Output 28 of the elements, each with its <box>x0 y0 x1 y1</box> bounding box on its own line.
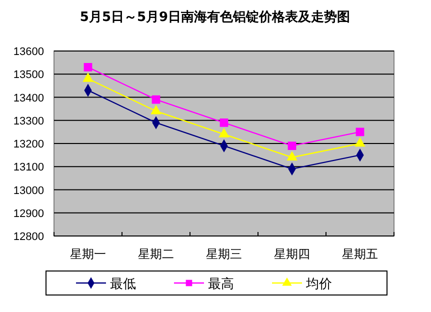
point <box>354 137 366 147</box>
x-tick-label: 星期四 <box>274 247 310 261</box>
x-tick-label: 星期一 <box>70 247 106 261</box>
point <box>82 72 94 82</box>
point <box>152 95 160 104</box>
legend-label: 最低 <box>110 277 136 292</box>
y-tick-label: 13600 <box>13 46 44 58</box>
y-tick-label: 13100 <box>13 162 44 174</box>
legend-label: 最高 <box>208 276 234 292</box>
x-tick-label: 星期五 <box>342 247 378 261</box>
y-tick-label: 13300 <box>13 115 44 128</box>
y-tick-label: 13000 <box>13 184 44 197</box>
point <box>220 118 228 127</box>
point <box>286 151 298 160</box>
point <box>84 63 92 72</box>
point <box>150 104 162 114</box>
point <box>218 128 230 138</box>
y-tick-label: 13200 <box>13 138 44 150</box>
y-tick-label: 13500 <box>13 69 44 82</box>
y-tick-label: 13400 <box>13 92 44 104</box>
x-tick-label: 星期二 <box>138 247 174 261</box>
point <box>288 142 296 150</box>
legend-label: 均价 <box>305 277 332 292</box>
point <box>356 128 364 136</box>
y-tick-label: 12900 <box>13 208 44 220</box>
y-tick-label: 12800 <box>13 231 44 243</box>
chart-title: 5月5日～5月9日南海有色铝锭价格表及走势图 <box>80 9 350 25</box>
x-tick-label: 星期三 <box>206 247 242 261</box>
